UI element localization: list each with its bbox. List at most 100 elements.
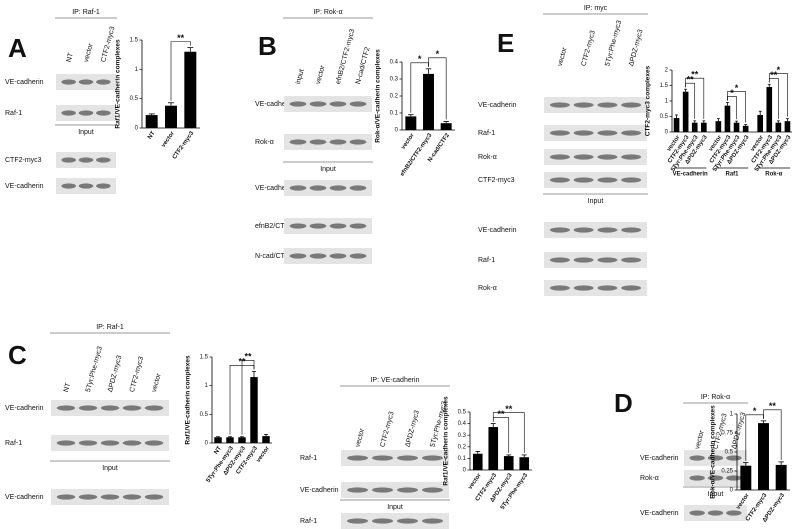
- blot-band: [289, 139, 307, 145]
- blot-band: [349, 185, 367, 191]
- blot-band: [549, 154, 570, 160]
- blot-band: [597, 130, 618, 136]
- y-tick-label: 0: [395, 128, 399, 134]
- blot-band: [422, 455, 443, 461]
- x-tick-label: vector: [161, 130, 177, 149]
- x-tick-label: efnB2/CTF2-myc3: [399, 132, 433, 177]
- row-label: Raf-1: [478, 130, 495, 137]
- lane-label: ΔPDZ-myc3: [628, 29, 645, 67]
- blot-membrane: [341, 513, 449, 529]
- input-label: Input: [78, 129, 94, 136]
- blot-band: [100, 440, 120, 446]
- blot-band: [78, 405, 98, 411]
- row-label: CTF2-myc3: [478, 177, 515, 184]
- y-axis-title: Raf1/VE-cadherin complexes: [115, 39, 122, 129]
- significance-label: *: [730, 88, 734, 98]
- blot-band: [61, 183, 76, 189]
- blot-band: [78, 79, 94, 85]
- blot-band: [397, 518, 418, 524]
- input-label: Input: [387, 504, 403, 511]
- blot-band: [726, 455, 742, 461]
- ip-label: IP: Rok-α: [701, 394, 730, 401]
- blot-band: [573, 177, 594, 183]
- blot-band: [349, 101, 367, 107]
- blot-membrane: [544, 149, 647, 165]
- blot-band: [549, 177, 570, 183]
- blot-band: [549, 130, 570, 136]
- row-label: Rok-α: [640, 475, 659, 482]
- input-label: Input: [588, 198, 604, 205]
- bar: [405, 116, 417, 130]
- blot-band: [707, 510, 724, 516]
- blot-band: [549, 227, 570, 233]
- bar: [701, 122, 707, 132]
- lane-label: vector: [83, 42, 95, 63]
- y-tick-label: 2: [665, 68, 669, 74]
- y-tick-label: 0.4: [390, 60, 399, 66]
- y-tick-label: 0.5: [725, 450, 734, 456]
- y-tick-label: 0.2: [390, 94, 399, 100]
- bar: [440, 123, 452, 130]
- row-label: VE-cadherin: [478, 227, 517, 234]
- y-tick-label: 0: [135, 126, 139, 132]
- panel-letter: C: [8, 340, 27, 370]
- y-axis-title: Raf1/VE-cadherin complexes: [443, 396, 450, 486]
- x-tick-label: vector: [401, 132, 417, 151]
- lane-label: input: [295, 68, 306, 85]
- significance-label: **: [770, 70, 778, 80]
- significance-label: **: [177, 33, 185, 43]
- blot-band: [689, 510, 705, 516]
- bar: [724, 105, 731, 132]
- lane-label: ΔPDZ-myc3: [107, 355, 124, 393]
- blot-membrane: [341, 450, 449, 466]
- blot-band: [597, 285, 618, 291]
- bar: [740, 465, 752, 490]
- blot-band: [289, 253, 307, 259]
- blot-membrane: [284, 96, 372, 112]
- blot-band: [573, 227, 594, 233]
- blot-band: [309, 223, 327, 229]
- significance-bracket: [685, 77, 705, 119]
- lane-label: ΔPDZ-myc3: [731, 412, 748, 450]
- row-label: VE-cadherin: [5, 494, 44, 501]
- lane-label: CTF2-myc3: [581, 30, 597, 67]
- significance-bracket: [727, 91, 746, 123]
- lane-label: NT: [63, 381, 72, 393]
- row-label: Raf-1: [300, 518, 317, 525]
- y-axis-title: Raf1/VE-cadherin complexes: [185, 355, 192, 445]
- lane-label: vector: [354, 427, 366, 448]
- blot-band: [78, 157, 94, 163]
- blot-band: [122, 494, 142, 500]
- y-tick-label: 1: [135, 67, 139, 73]
- bar: [775, 464, 787, 490]
- blot-membrane: [284, 218, 372, 234]
- bar: [488, 427, 499, 470]
- y-tick-label: 0.3: [458, 433, 467, 439]
- row-label: N-cad/CTF2: [255, 253, 293, 260]
- blot-band: [597, 227, 618, 233]
- row-label: VE-cadherin: [255, 101, 294, 108]
- significance-label: **: [505, 404, 513, 414]
- bar: [757, 114, 763, 132]
- blot-band: [726, 475, 742, 481]
- bar: [250, 377, 258, 443]
- y-tick-label: 0: [665, 130, 669, 136]
- group-label: Raf1: [725, 172, 739, 178]
- blot-band: [689, 455, 705, 461]
- y-tick-label: 1: [205, 383, 209, 389]
- y-tick-label: 0.1: [390, 111, 399, 117]
- input-label: Input: [102, 465, 118, 472]
- bar: [503, 456, 514, 470]
- x-tick-label: vector: [256, 445, 272, 464]
- blot-membrane: [544, 172, 647, 188]
- blot-band: [96, 157, 111, 163]
- blot-band: [56, 405, 76, 411]
- x-tick-label: vector: [467, 472, 483, 491]
- input-label: Input: [708, 491, 724, 498]
- lane-label: 5Tyr:Phe-myc3: [85, 346, 104, 393]
- input-label: Input: [320, 166, 336, 173]
- blot-band: [100, 405, 120, 411]
- blot-band: [61, 157, 76, 163]
- blot-membrane: [284, 180, 372, 196]
